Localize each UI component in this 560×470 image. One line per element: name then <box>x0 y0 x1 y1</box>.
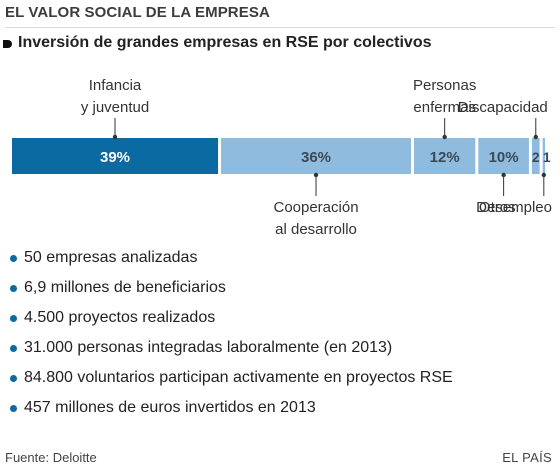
data-label: 1 <box>543 149 551 165</box>
data-label: 2 <box>532 149 540 165</box>
facts-list: 50 empresas analizadas 6,9 millones de be… <box>8 246 453 426</box>
page-title: EL VALOR SOCIAL DE LA EMPRESA <box>5 4 270 21</box>
leader-dot <box>313 172 319 178</box>
fact-text: 4.500 proyectos realizados <box>24 309 216 326</box>
category-label: al desarrollo <box>275 221 357 238</box>
fact-text: 84.800 voluntarios participan activament… <box>24 369 453 386</box>
leader-dot <box>112 134 118 140</box>
category-label: Otros <box>479 199 516 216</box>
fact-item: 457 millones de euros invertidos en 2013 <box>8 396 453 426</box>
bullet-icon <box>10 405 17 412</box>
bar-segment-desempleo <box>542 138 545 174</box>
fact-item: 31.000 personas integradas laboralmente … <box>8 336 453 366</box>
bar-segment-otros <box>478 138 529 174</box>
fact-item: 6,9 millones de beneficiarios <box>8 276 453 306</box>
brand-logo: EL PAÍS <box>502 450 552 465</box>
leader-dot <box>442 134 447 140</box>
bar-segment-cooperacion-al-desarrollo <box>221 138 411 174</box>
data-label: 10% <box>489 149 519 166</box>
subtitle-marker-icon <box>3 39 12 48</box>
category-label: Desempleo <box>476 199 552 216</box>
data-label: 12% <box>430 149 460 166</box>
category-label: Cooperación <box>273 199 358 216</box>
leader-dot <box>533 134 538 140</box>
bullet-icon <box>10 315 17 322</box>
fact-item: 84.800 voluntarios participan activament… <box>8 366 453 396</box>
leader-dot <box>541 172 547 178</box>
bullet-icon <box>10 375 17 382</box>
fact-text: 6,9 millones de beneficiarios <box>24 279 226 296</box>
source-note: Fuente: Deloitte <box>5 450 97 465</box>
category-label: y juventud <box>81 99 149 116</box>
category-label: enfermas <box>413 99 476 116</box>
fact-item: 50 empresas analizadas <box>8 246 453 276</box>
category-label: Infancia <box>89 77 142 94</box>
chart-subtitle: Inversión de grandes empresas en RSE por… <box>18 34 432 51</box>
bar-segment-personas-enfermas <box>414 138 476 174</box>
fact-text: 31.000 personas integradas laboralmente … <box>24 339 393 356</box>
bar-segment-infancia-y-juventud <box>12 138 219 174</box>
bullet-icon <box>10 255 17 262</box>
bullet-icon <box>10 345 17 352</box>
bar-segment-discapacidad <box>531 138 540 174</box>
leader-dot <box>501 172 506 178</box>
category-label: Discapacidad <box>458 99 548 116</box>
fact-text: 50 empresas analizadas <box>24 249 198 266</box>
stacked-bar-chart: 39% Infancia y juventud 36% Cooperación al de… <box>12 77 552 238</box>
fact-text: 457 millones de euros invertidos en 2013 <box>24 399 316 416</box>
fact-item: 4.500 proyectos realizados <box>8 306 453 336</box>
category-label: Personas <box>413 77 476 94</box>
bullet-icon <box>10 285 17 292</box>
data-label: 39% <box>100 149 130 166</box>
data-label: 36% <box>301 149 331 166</box>
subtitle-row: Inversión de grandes empresas en RSE por… <box>3 34 431 52</box>
title-divider <box>5 27 555 28</box>
